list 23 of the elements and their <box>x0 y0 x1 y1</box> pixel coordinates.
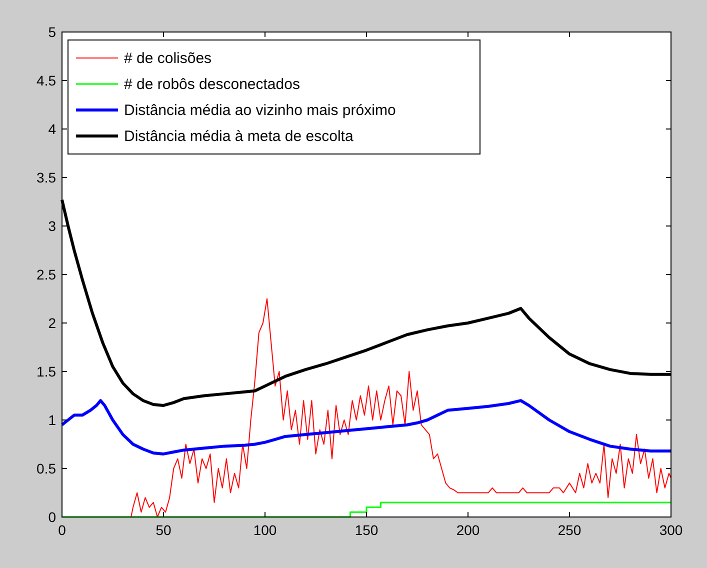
legend-label: # de colisões <box>124 50 212 67</box>
x-tick-label: 0 <box>58 522 66 538</box>
y-tick-label: 2.5 <box>36 266 56 282</box>
y-tick-label: 0.5 <box>36 460 56 476</box>
legend-label: # de robôs desconectados <box>124 76 300 93</box>
x-tick-label: 100 <box>253 522 277 538</box>
x-tick-label: 150 <box>354 522 378 538</box>
y-tick-label: 3.5 <box>36 170 56 186</box>
line-series <box>60 399 672 456</box>
y-tick-label: 0 <box>48 509 56 525</box>
y-tick-label: 5 <box>48 24 56 40</box>
y-tick-label: 2 <box>48 315 56 331</box>
y-tick-label: 1 <box>48 412 56 428</box>
legend-label: Distância média à meta de escolta <box>124 128 354 145</box>
x-tick-label: 200 <box>456 522 480 538</box>
y-tick-label: 1.5 <box>36 364 56 380</box>
y-tick-label: 3 <box>48 218 56 234</box>
y-tick-label: 4.5 <box>36 72 56 88</box>
x-tick-label: 250 <box>558 522 582 538</box>
x-tick-label: 50 <box>156 522 172 538</box>
legend-label: Distância média ao vizinho mais próximo <box>124 102 396 119</box>
x-tick-label: 300 <box>659 522 683 538</box>
y-tick-label: 4 <box>48 121 56 137</box>
